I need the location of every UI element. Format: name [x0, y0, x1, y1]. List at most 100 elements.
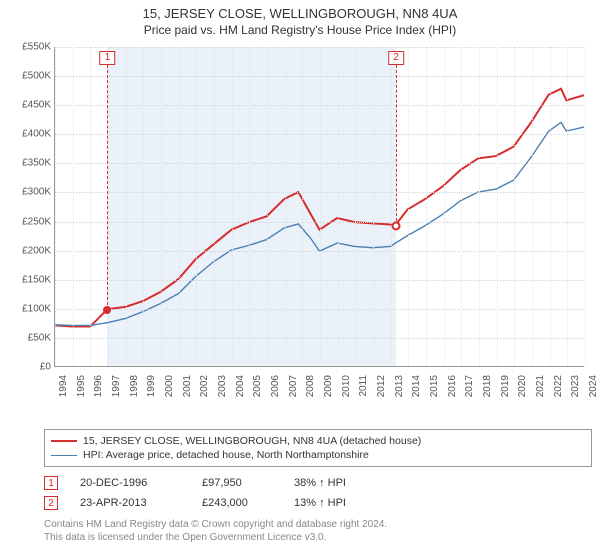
x-gridline — [126, 47, 127, 366]
x-gridline — [408, 47, 409, 366]
x-axis-label: 1996 — [93, 375, 104, 397]
transaction-pct: 38% ↑ HPI — [294, 477, 346, 489]
x-gridline — [143, 47, 144, 366]
x-gridline — [550, 47, 551, 366]
x-axis-label: 2023 — [570, 375, 581, 397]
y-axis-label: £300K — [11, 187, 51, 198]
footer-line: This data is licensed under the Open Gov… — [44, 532, 592, 545]
legend-row: HPI: Average price, detached house, Nort… — [51, 448, 585, 462]
callout-number: 2 — [388, 51, 404, 65]
x-gridline — [497, 47, 498, 366]
x-axis-label: 2006 — [270, 375, 281, 397]
x-gridline — [232, 47, 233, 366]
x-axis-label: 1995 — [76, 375, 87, 397]
transaction-date: 23-APR-2013 — [80, 497, 180, 509]
x-gridline — [214, 47, 215, 366]
x-axis-label: 2020 — [517, 375, 528, 397]
x-gridline — [338, 47, 339, 366]
x-axis-label: 2000 — [164, 375, 175, 397]
x-gridline — [514, 47, 515, 366]
legend-row: 15, JERSEY CLOSE, WELLINGBOROUGH, NN8 4U… — [51, 434, 585, 448]
y-axis-label: £50K — [11, 332, 51, 343]
x-axis-label: 2021 — [535, 375, 546, 397]
x-axis-label: 2008 — [305, 375, 316, 397]
x-axis-label: 2018 — [482, 375, 493, 397]
y-axis-label: £550K — [11, 42, 51, 53]
y-axis-label: £450K — [11, 100, 51, 111]
x-gridline — [479, 47, 480, 366]
callout-line — [396, 65, 397, 226]
x-axis-label: 2005 — [252, 375, 263, 397]
legend-label: HPI: Average price, detached house, Nort… — [83, 449, 369, 461]
y-axis-label: £400K — [11, 129, 51, 140]
x-gridline — [355, 47, 356, 366]
x-gridline — [320, 47, 321, 366]
sale-marker — [392, 221, 401, 230]
x-axis-label: 2014 — [411, 375, 422, 397]
x-axis-label: 2007 — [288, 375, 299, 397]
y-axis-label: £500K — [11, 71, 51, 82]
x-axis-label: 2013 — [394, 375, 405, 397]
transaction-pct: 13% ↑ HPI — [294, 497, 346, 509]
legend-swatch — [51, 440, 77, 442]
callout-number: 1 — [100, 51, 116, 65]
page-title: 15, JERSEY CLOSE, WELLINGBOROUGH, NN8 4U… — [0, 0, 600, 21]
x-axis-label: 2015 — [429, 375, 440, 397]
x-gridline — [567, 47, 568, 366]
plot-area: £0£50K£100K£150K£200K£250K£300K£350K£400… — [54, 47, 584, 367]
x-axis-label: 2009 — [323, 375, 334, 397]
x-gridline — [373, 47, 374, 366]
transaction-date: 20-DEC-1996 — [80, 477, 180, 489]
x-axis-label: 1997 — [111, 375, 122, 397]
callout-line — [107, 65, 108, 310]
x-axis-label: 2003 — [217, 375, 228, 397]
x-gridline — [161, 47, 162, 366]
attribution-footer: Contains HM Land Registry data © Crown c… — [44, 519, 592, 544]
legend-swatch — [51, 455, 77, 456]
chart: £0£50K£100K£150K£200K£250K£300K£350K£400… — [10, 43, 592, 393]
x-gridline — [179, 47, 180, 366]
y-axis-label: £200K — [11, 245, 51, 256]
x-gridline — [285, 47, 286, 366]
y-axis-label: £0 — [11, 362, 51, 373]
footer-line: Contains HM Land Registry data © Crown c… — [44, 519, 592, 532]
x-axis-label: 2010 — [341, 375, 352, 397]
x-axis-label: 2022 — [553, 375, 564, 397]
x-axis-label: 2011 — [358, 375, 369, 397]
x-gridline — [90, 47, 91, 366]
x-gridline — [267, 47, 268, 366]
x-gridline — [444, 47, 445, 366]
transaction-row: 1 20-DEC-1996 £97,950 38% ↑ HPI — [44, 473, 592, 493]
transaction-price: £97,950 — [202, 477, 272, 489]
x-axis-label: 2019 — [500, 375, 511, 397]
x-axis-label: 1998 — [129, 375, 140, 397]
y-axis-label: £100K — [11, 303, 51, 314]
x-gridline — [196, 47, 197, 366]
x-gridline — [302, 47, 303, 366]
y-axis-label: £350K — [11, 158, 51, 169]
x-axis-label: 2004 — [235, 375, 246, 397]
x-axis-label: 2016 — [447, 375, 458, 397]
x-axis-label: 2012 — [376, 375, 387, 397]
x-axis-label: 1994 — [58, 375, 69, 397]
transactions-table: 1 20-DEC-1996 £97,950 38% ↑ HPI 2 23-APR-2013… — [44, 473, 592, 513]
x-gridline — [55, 47, 56, 366]
x-gridline — [391, 47, 392, 366]
x-gridline — [461, 47, 462, 366]
transaction-row: 2 23-APR-2013 £243,000 13% ↑ HPI — [44, 493, 592, 513]
x-gridline — [249, 47, 250, 366]
legend: 15, JERSEY CLOSE, WELLINGBOROUGH, NN8 4U… — [44, 429, 592, 467]
x-axis-label: 2001 — [182, 375, 193, 397]
x-axis-label: 1999 — [146, 375, 157, 397]
x-gridline — [426, 47, 427, 366]
transaction-number: 2 — [44, 496, 58, 510]
x-gridline — [532, 47, 533, 366]
y-axis-label: £150K — [11, 274, 51, 285]
x-axis-label: 2002 — [199, 375, 210, 397]
x-gridline — [73, 47, 74, 366]
sale-marker — [103, 306, 111, 314]
x-axis-label: 2017 — [464, 375, 475, 397]
page-subtitle: Price paid vs. HM Land Registry's House … — [0, 21, 600, 43]
transaction-number: 1 — [44, 476, 58, 490]
transaction-price: £243,000 — [202, 497, 272, 509]
